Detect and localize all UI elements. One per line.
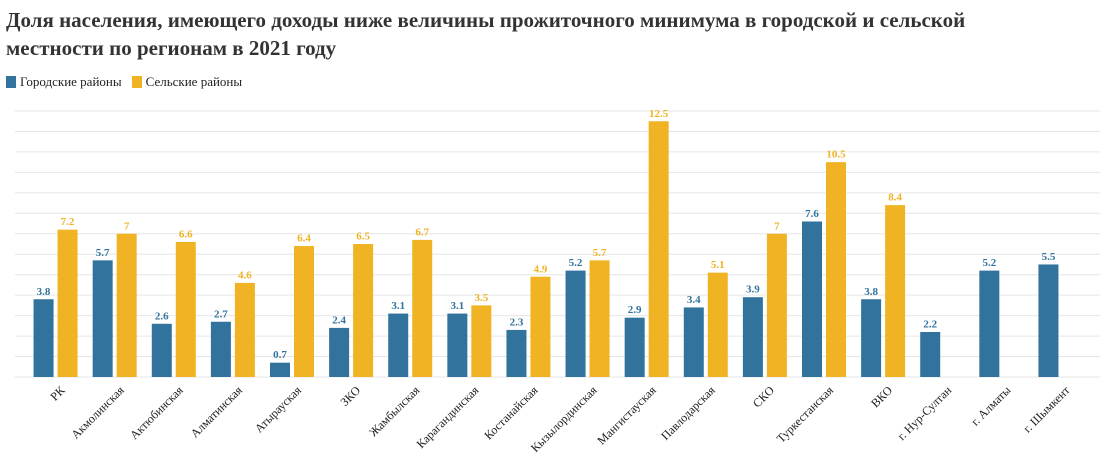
value-label: 3.4	[687, 294, 701, 306]
value-label: 6.7	[415, 226, 429, 238]
bar	[151, 323, 172, 377]
bar	[920, 331, 941, 377]
legend-item: Городские районы	[6, 74, 122, 90]
bar	[234, 282, 255, 377]
value-label: 5.1	[711, 259, 725, 271]
value-label: 5.2	[569, 257, 583, 269]
bar	[270, 362, 290, 377]
legend-label: Городские районы	[20, 74, 122, 89]
bar	[388, 313, 409, 377]
bar	[530, 276, 551, 377]
x-tick-label: г. Нур-Султан	[895, 383, 955, 443]
x-tick-label: РК	[47, 382, 68, 403]
x-tick-label: г. Алматы	[968, 383, 1013, 428]
bar	[766, 233, 787, 377]
bar	[589, 260, 610, 377]
value-label: 6.5	[356, 231, 370, 243]
bar	[116, 233, 137, 377]
x-tick-label: Жамбылская	[366, 383, 422, 439]
x-tick-label: Мангистауская	[594, 383, 659, 448]
bar	[175, 241, 196, 377]
bar	[210, 321, 231, 377]
value-label: 5.5	[1042, 251, 1056, 263]
bar	[412, 239, 433, 377]
bar	[648, 121, 669, 377]
bar	[565, 270, 586, 377]
bar	[707, 272, 728, 377]
value-label: 5.2	[982, 257, 996, 269]
value-label: 3.9	[746, 284, 760, 296]
x-tick-label: Актюбинская	[127, 383, 186, 442]
value-label: 7.6	[805, 208, 819, 220]
value-label: 3.1	[391, 300, 405, 312]
value-label: 2.6	[155, 310, 169, 322]
x-tick-label: г. Шымкент	[1020, 383, 1073, 436]
bar	[471, 305, 492, 377]
bar	[1038, 264, 1059, 377]
legend: Городские районы Сельские районы	[6, 74, 242, 90]
bar	[353, 244, 374, 377]
value-label: 7	[124, 220, 130, 232]
bar	[624, 317, 645, 377]
bar	[92, 260, 113, 377]
value-label: 6.4	[297, 233, 311, 245]
x-tick-label: ВКО	[868, 383, 895, 410]
bar	[57, 229, 78, 377]
bar	[742, 297, 763, 377]
bar	[683, 307, 704, 377]
value-label: 7	[774, 220, 780, 232]
bar	[447, 313, 468, 377]
value-label: 2.2	[923, 319, 937, 331]
legend-item: Сельские районы	[131, 74, 243, 90]
bar	[979, 270, 1000, 377]
value-label: 2.3	[510, 316, 524, 328]
value-label: 10.5	[826, 149, 846, 161]
x-tick-label: Туркестанская	[774, 383, 837, 446]
bar	[329, 327, 350, 377]
x-tick-label: Костанайская	[481, 383, 541, 443]
legend-swatch	[6, 76, 16, 88]
legend-swatch	[131, 76, 142, 88]
bar	[506, 329, 527, 377]
value-label: 3.8	[37, 286, 51, 298]
value-label: 4.6	[238, 269, 252, 281]
value-label: 3.5	[474, 292, 488, 304]
value-label: 2.7	[214, 308, 228, 320]
bar	[826, 162, 846, 377]
value-label: 7.2	[61, 216, 75, 228]
x-tick-label: СКО	[750, 383, 777, 410]
value-label: 12.5	[649, 108, 669, 120]
value-label: 5.7	[593, 247, 607, 259]
value-label: 0.7	[273, 349, 287, 361]
bar	[802, 221, 822, 377]
legend-label: Сельские районы	[145, 74, 243, 89]
x-tick-label: Павлодарская	[658, 383, 718, 443]
chart-title: Доля населения, имеющего доходы ниже вел…	[6, 8, 966, 60]
value-label: 3.8	[864, 286, 878, 298]
value-label: 3.1	[450, 300, 464, 312]
value-label: 2.9	[628, 304, 642, 316]
value-label: 2.4	[332, 314, 346, 326]
value-label: 8.4	[888, 192, 902, 204]
bar	[294, 246, 314, 377]
bar	[861, 299, 882, 377]
bar	[33, 299, 54, 377]
x-tick-label: Алматинская	[188, 383, 246, 441]
x-tick-label: Карагандинская	[414, 383, 482, 451]
value-label: 5.7	[96, 247, 110, 259]
bar	[885, 205, 906, 377]
value-label: 6.6	[179, 228, 193, 240]
value-label: 4.9	[534, 263, 548, 275]
x-tick-label: ЗКО	[337, 383, 363, 409]
x-tick-label: Акмолинская	[68, 383, 127, 442]
x-tick-label: Атырауская	[252, 383, 305, 436]
